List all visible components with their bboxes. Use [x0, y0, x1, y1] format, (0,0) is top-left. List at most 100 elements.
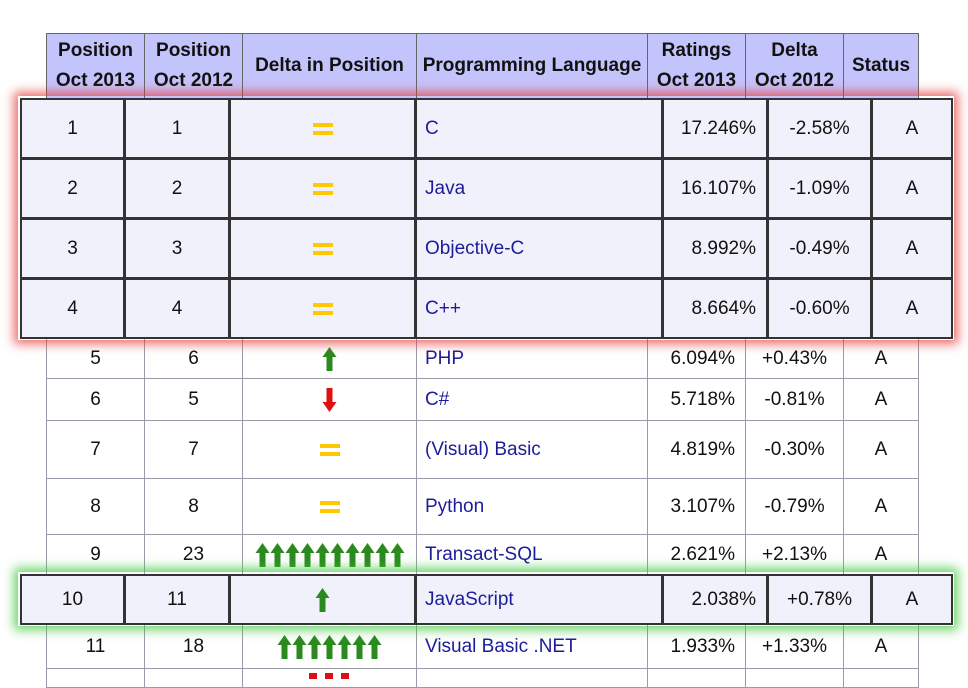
- language-cell[interactable]: JavaScript: [415, 574, 663, 625]
- language-link[interactable]: JavaScript: [425, 588, 514, 610]
- header-cell: Status: [843, 33, 919, 99]
- cell: 6: [46, 378, 145, 421]
- cell: [229, 278, 416, 339]
- header-text: Position: [156, 40, 231, 61]
- cell: 23: [144, 534, 243, 575]
- language-link[interactable]: PHP: [425, 347, 465, 369]
- cell-text: +1.33%: [762, 635, 827, 657]
- cell-text: -2.58%: [789, 117, 850, 139]
- cell: [242, 478, 417, 535]
- language-link[interactable]: Python: [425, 495, 485, 517]
- language-link[interactable]: Objective-C: [425, 237, 525, 259]
- cell-text: 4: [67, 297, 78, 319]
- header-cell: Position Oct 2013: [46, 33, 145, 99]
- cell: -0.30%: [745, 420, 844, 479]
- cell: A: [871, 218, 953, 279]
- language-cell[interactable]: Python: [416, 478, 648, 535]
- header-text: Delta: [771, 40, 818, 61]
- cell-text: 1.933%: [670, 635, 735, 657]
- language-cell[interactable]: C: [415, 98, 663, 159]
- cell: 7: [46, 420, 145, 479]
- header-cell: Delta Oct 2012: [745, 33, 844, 99]
- cell: [647, 668, 746, 688]
- language-link[interactable]: C: [425, 117, 439, 139]
- language-cell[interactable]: PHP: [416, 338, 648, 379]
- cell-text: 11: [167, 588, 187, 610]
- cell: 17.246%: [662, 98, 768, 159]
- up-arrows: [322, 346, 337, 371]
- cell-text: A: [905, 588, 919, 610]
- cell: 3: [20, 218, 125, 279]
- cell: A: [843, 478, 919, 535]
- cell: 16.107%: [662, 158, 768, 219]
- cell-text: 18: [182, 635, 205, 657]
- header-text: Oct 2012: [754, 70, 835, 91]
- cell-text: 8.664%: [691, 297, 756, 319]
- cell: 4.819%: [647, 420, 746, 479]
- cell: 1: [124, 98, 230, 159]
- header-text: Oct 2013: [55, 70, 136, 91]
- equal-icon: [312, 242, 333, 255]
- cell-text: 16.107%: [680, 177, 756, 199]
- cell: 5: [46, 338, 145, 379]
- cell-text: 5: [188, 388, 199, 410]
- language-cell[interactable]: Objective-C: [415, 218, 663, 279]
- cell: +1.33%: [745, 624, 844, 669]
- cell: 3: [124, 218, 230, 279]
- cell-text: -1.09%: [789, 177, 850, 199]
- language-cell[interactable]: C#: [416, 378, 648, 421]
- cell-text: 10: [61, 588, 84, 610]
- cell-text: 5.718%: [670, 388, 735, 410]
- cell: 4: [20, 278, 125, 339]
- cell: 5: [144, 378, 243, 421]
- cell-text: 2: [67, 177, 78, 199]
- cell-text: 8: [90, 495, 101, 517]
- cell: A: [871, 574, 953, 625]
- cell-text: 7: [188, 438, 199, 460]
- cell: A: [871, 98, 953, 159]
- cell-text: -0.60%: [789, 297, 850, 319]
- language-cell[interactable]: C++: [415, 278, 663, 339]
- cell-text: 6: [188, 347, 199, 369]
- cell: 2.621%: [647, 534, 746, 575]
- cell: 4: [124, 278, 230, 339]
- header-text: Ratings: [661, 40, 732, 61]
- cell-text: -0.30%: [764, 438, 825, 460]
- cell-text: 1: [67, 117, 78, 139]
- cell: 2: [124, 158, 230, 219]
- up-arrows: [277, 634, 382, 659]
- cell-text: 9: [90, 543, 101, 565]
- cell-text: A: [905, 117, 919, 139]
- language-link[interactable]: Java: [425, 177, 466, 199]
- cell: 9: [46, 534, 145, 575]
- cell-text: +0.43%: [762, 347, 827, 369]
- cell: [242, 534, 417, 575]
- cell-text: 17.246%: [680, 117, 756, 139]
- language-cell[interactable]: Transact-SQL: [416, 534, 648, 575]
- cell-text: A: [874, 388, 888, 410]
- cell: [229, 574, 416, 625]
- language-cell[interactable]: Visual Basic .NET: [416, 624, 648, 669]
- language-link[interactable]: C#: [425, 388, 450, 410]
- cell: [416, 668, 648, 688]
- language-link[interactable]: Visual Basic .NET: [425, 635, 577, 657]
- cell: +0.78%: [767, 574, 872, 625]
- up-arrows: [255, 542, 404, 567]
- equal-icon: [312, 122, 333, 135]
- language-link[interactable]: C++: [425, 297, 461, 319]
- cell: 8: [144, 478, 243, 535]
- language-cell[interactable]: (Visual) Basic: [416, 420, 648, 479]
- language-link[interactable]: (Visual) Basic: [425, 438, 541, 460]
- cell: 7: [144, 420, 243, 479]
- header-cell: Ratings Oct 2013: [647, 33, 746, 99]
- down-arrows: [322, 387, 337, 412]
- cell-text: 2: [171, 177, 183, 199]
- cell-text: +2.13%: [762, 543, 827, 565]
- language-link[interactable]: Transact-SQL: [425, 543, 543, 565]
- cell: [242, 420, 417, 479]
- cell-text: +0.78%: [787, 588, 852, 610]
- language-cell[interactable]: Java: [415, 158, 663, 219]
- cell: [242, 668, 417, 688]
- header-text: Oct 2013: [656, 70, 737, 91]
